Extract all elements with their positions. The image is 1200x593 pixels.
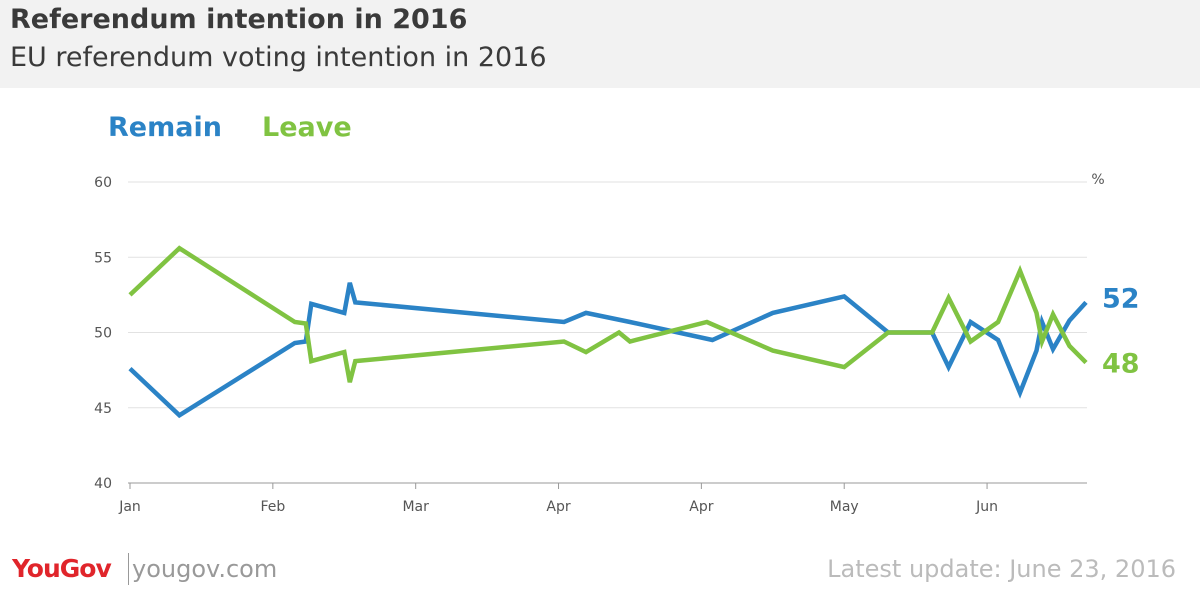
x-tick-label: Feb — [260, 499, 285, 515]
y-tick-label: 40 — [94, 476, 112, 492]
x-tick-label: Jun — [975, 499, 998, 515]
y-tick-label: 55 — [94, 250, 112, 266]
chart-title: Referendum intention in 2016 — [10, 4, 468, 35]
y-tick-label: 60 — [94, 175, 112, 191]
legend-remain: Remain — [108, 112, 222, 143]
end-label-leave: 48 — [1102, 349, 1140, 380]
y-axis-unit: % — [1091, 172, 1104, 188]
series-line-remain — [128, 282, 1088, 419]
y-tick-label: 50 — [94, 326, 112, 342]
legend-leave: Leave — [262, 112, 352, 143]
x-tick-label: Mar — [402, 499, 429, 515]
end-label-remain: 52 — [1102, 283, 1140, 314]
x-tick-label: Jan — [118, 499, 141, 515]
x-tick-label: Apr — [546, 499, 570, 515]
site-url: yougov.com — [132, 555, 278, 583]
y-tick-label: 45 — [94, 401, 112, 417]
yougov-logo: YouGov — [12, 554, 112, 583]
series-line-leave — [128, 245, 1088, 383]
chart-subtitle: EU referendum voting intention in 2016 — [10, 42, 547, 73]
latest-update: Latest update: June 23, 2016 — [827, 555, 1176, 583]
x-tick-label: Apr — [689, 499, 713, 515]
footer-divider — [128, 553, 129, 585]
header-band: Referendum intention in 2016 EU referend… — [0, 0, 1200, 88]
x-tick-label: May — [830, 499, 859, 515]
